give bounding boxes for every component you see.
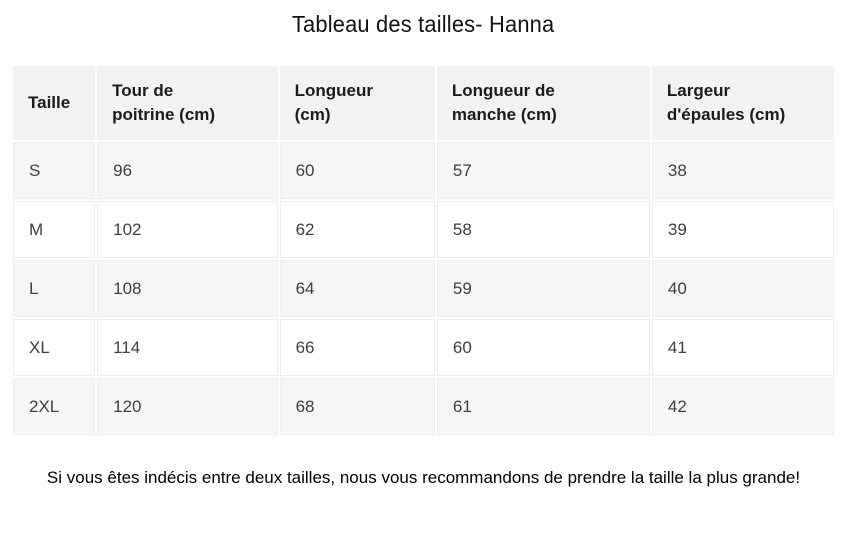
epaules-cell: 40 (651, 260, 834, 317)
table-header-row: Taille Tour de poitrine (cm) Longueur (c… (13, 66, 834, 140)
table-row-m: M 102 62 58 39 (13, 201, 834, 258)
column-header-largeur-epaules: Largeur d'épaules (cm) (651, 66, 834, 140)
column-header-longueur: Longueur (cm) (279, 66, 435, 140)
column-header-poitrine-line2: poitrine (cm) (112, 105, 216, 124)
size-label-cell: 2XL (13, 378, 96, 435)
poitrine-cell: 120 (97, 378, 278, 435)
column-header-longueur-line1: Longueur (294, 81, 373, 100)
column-header-longueur-line2: (cm) (294, 105, 331, 124)
longueur-cell: 60 (279, 142, 435, 199)
longueur-cell: 64 (279, 260, 435, 317)
size-table: Taille Tour de poitrine (cm) Longueur (c… (11, 64, 836, 437)
page-title-text: Tableau des tailles- Hanna (292, 11, 555, 37)
manche-cell: 60 (436, 319, 650, 376)
column-header-taille-line1: Taille (28, 93, 71, 112)
column-header-epaules-line2: d'épaules (cm) (666, 105, 786, 124)
manche-cell: 57 (436, 142, 650, 199)
size-guide-page: Tableau des tailles- Hanna Taille Tour d… (0, 11, 847, 498)
epaules-cell: 42 (651, 378, 834, 435)
table-row-l: L 108 64 59 40 (13, 260, 834, 317)
size-label-cell: M (13, 201, 96, 258)
epaules-cell: 38 (651, 142, 834, 199)
column-header-poitrine-line1: Tour de (112, 81, 174, 100)
manche-cell: 61 (436, 378, 650, 435)
longueur-cell: 66 (279, 319, 435, 376)
table-row-xl: XL 114 66 60 41 (13, 319, 834, 376)
longueur-cell: 62 (279, 201, 435, 258)
poitrine-cell: 108 (97, 260, 278, 317)
table-row-s: S 96 60 57 38 (13, 142, 834, 199)
fit-note: Si vous êtes indécis entre deux tailles,… (46, 468, 801, 487)
poitrine-cell: 96 (97, 142, 278, 199)
longueur-cell: 68 (279, 378, 435, 435)
poitrine-cell: 102 (97, 201, 278, 258)
column-header-taille: Taille (13, 66, 96, 140)
epaules-cell: 39 (651, 201, 834, 258)
epaules-cell: 41 (651, 319, 834, 376)
column-header-longueur-manche: Longueur de manche (cm) (436, 66, 650, 140)
poitrine-cell: 114 (97, 319, 278, 376)
page-title: Tableau des tailles- Hanna (0, 11, 847, 38)
manche-cell: 58 (436, 201, 650, 258)
column-header-tour-de-poitrine: Tour de poitrine (cm) (97, 66, 278, 140)
manche-cell: 59 (436, 260, 650, 317)
column-header-manche-line1: Longueur de (451, 81, 555, 100)
size-label-cell: L (13, 260, 96, 317)
size-label-cell: S (13, 142, 96, 199)
column-header-manche-line2: manche (cm) (451, 105, 557, 124)
column-header-epaules-line1: Largeur (666, 81, 731, 100)
size-label-cell: XL (13, 319, 96, 376)
table-row-2xl: 2XL 120 68 61 42 (13, 378, 834, 435)
